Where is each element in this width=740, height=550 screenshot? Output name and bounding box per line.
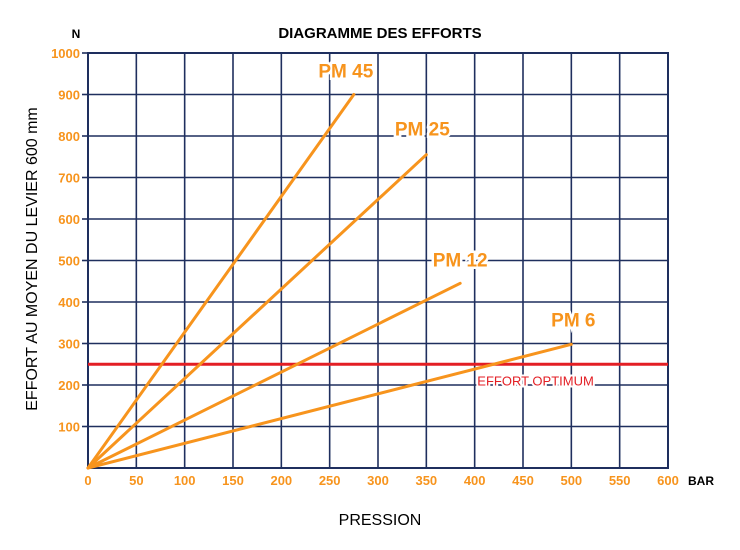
plot-grid xyxy=(82,52,669,469)
x-tick-label: 350 xyxy=(415,473,437,488)
y-tick-label: 400 xyxy=(58,295,80,310)
y-tick-label: 1000 xyxy=(51,46,80,61)
series-label: PM 45 xyxy=(318,62,373,83)
y-tick-label: 800 xyxy=(58,129,80,144)
series-labels: PM 45 PM 25 PM 12 PM 6 xyxy=(316,59,598,334)
y-unit-label: N xyxy=(72,27,81,41)
series-lines xyxy=(86,93,573,470)
series-label: PM 6 xyxy=(551,310,595,331)
x-tick-label: 500 xyxy=(560,473,582,488)
x-tick-label: 600 xyxy=(657,473,679,488)
x-tick-label: 300 xyxy=(367,473,389,488)
y-tick-label: 900 xyxy=(58,88,80,103)
x-tick-label: 400 xyxy=(464,473,486,488)
series-line xyxy=(86,93,356,470)
x-tick-label: 100 xyxy=(174,473,196,488)
series-line xyxy=(86,342,573,470)
y-tick-label: 200 xyxy=(58,378,80,393)
x-tick-label: 450 xyxy=(512,473,534,488)
y-tick-label: 600 xyxy=(58,212,80,227)
x-unit-label: BAR xyxy=(688,474,714,488)
y-tick-label: 300 xyxy=(58,337,80,352)
y-axis-label: EFFORT AU MOYEN DU LEVIER 600 mm xyxy=(24,107,41,410)
x-tick-label: 0 xyxy=(84,473,91,488)
y-tick-label: 100 xyxy=(58,420,80,435)
y-tick-label: 700 xyxy=(58,171,80,186)
chart-title: DIAGRAMME DES EFFORTS xyxy=(278,25,481,42)
x-tick-label: 50 xyxy=(129,473,143,488)
x-tick-label: 150 xyxy=(222,473,244,488)
x-tick-label: 200 xyxy=(270,473,292,488)
series-label: PM 12 xyxy=(433,250,488,271)
x-axis-label: PRESSION xyxy=(339,512,422,529)
series-label: PM 25 xyxy=(395,120,450,141)
effort-optimum-label: EFFORT OPTIMUM xyxy=(477,373,594,388)
tick-labels: 0 50 100 150 200 250 300 350 400 450 500 550 600 100 2… xyxy=(51,46,679,488)
y-tick-label: 500 xyxy=(58,254,80,269)
x-tick-label: 250 xyxy=(319,473,341,488)
reference-line-group: EFFORT OPTIMUM xyxy=(88,362,668,390)
series-line xyxy=(86,153,428,470)
series-line xyxy=(86,281,462,470)
x-tick-label: 550 xyxy=(609,473,631,488)
